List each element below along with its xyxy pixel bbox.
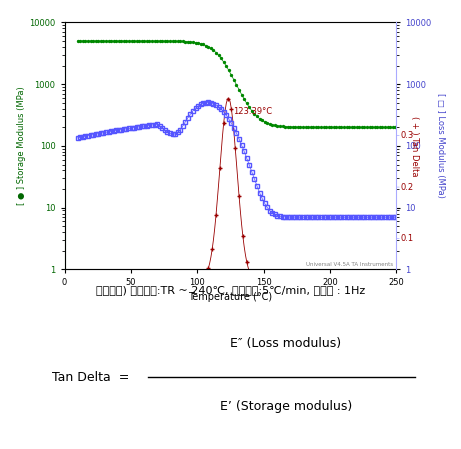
Text: 분석조건) 온도범위:TR ~ 240℃, 승온속도:5℃/min, 주파수 : 1Hz: 분석조건) 온도범위:TR ~ 240℃, 승온속도:5℃/min, 주파수 :… bbox=[96, 285, 365, 295]
Text: E″ (Loss modulus): E″ (Loss modulus) bbox=[230, 337, 342, 350]
Text: E’ (Storage modulus): E’ (Storage modulus) bbox=[220, 400, 352, 413]
Y-axis label: [ ● ] Storage Modulus (MPa): [ ● ] Storage Modulus (MPa) bbox=[18, 87, 26, 205]
Text: ( + ) Tan Delta: ( + ) Tan Delta bbox=[410, 116, 420, 176]
Text: Tan Delta  =: Tan Delta = bbox=[52, 371, 129, 383]
Text: 0.1: 0.1 bbox=[401, 234, 414, 243]
X-axis label: Temperature (°C): Temperature (°C) bbox=[189, 291, 272, 302]
Text: 123.39°C: 123.39°C bbox=[233, 107, 272, 116]
Y-axis label: [ □ ] Loss Modulus (MPa): [ □ ] Loss Modulus (MPa) bbox=[436, 93, 445, 198]
Text: Universal V4.5A TA Instruments: Universal V4.5A TA Instruments bbox=[306, 262, 393, 267]
Text: 0.3: 0.3 bbox=[401, 131, 414, 140]
Text: 0.2: 0.2 bbox=[401, 183, 414, 192]
